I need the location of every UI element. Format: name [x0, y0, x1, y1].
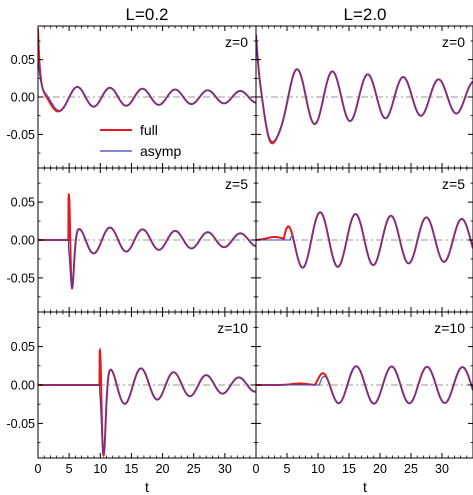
panel-label: z=10 [217, 320, 248, 336]
y-tick-label: -0.05 [7, 417, 36, 431]
panel-grid: -0.050.000.05z=0 z=0-0.050.000.05z=5 z=5-0… [7, 25, 473, 476]
column-title-right: L=2.0 [343, 5, 386, 24]
x-tick-label: 15 [342, 462, 356, 476]
y-tick-label: 0.05 [11, 340, 35, 354]
panel-L0.2-z5: -0.05 0.00 0.05 z=5 [7, 167, 257, 313]
panel-label: z=5 [225, 176, 248, 192]
x-tick-label: 20 [373, 462, 387, 476]
series-asymp-line [38, 367, 256, 454]
series-asymp-line [256, 211, 473, 269]
y-tick-label: 0.00 [11, 234, 35, 248]
legend-label-asymp: asymp [140, 143, 181, 159]
x-axis-label-right: t [363, 479, 367, 495]
x-axis-label-left: t [145, 479, 149, 495]
series-asymp-line [256, 34, 473, 143]
panel-L2.0-z5: z=5 [255, 167, 473, 313]
x-tick-label: 10 [93, 462, 107, 476]
x-tick-label: 20 [156, 462, 170, 476]
panel-label: z=5 [442, 176, 465, 192]
y-tick-label: -0.05 [7, 128, 36, 142]
legend-label-full: full [140, 122, 158, 138]
series-full-line [38, 346, 256, 458]
x-tick-label: 10 [311, 462, 325, 476]
series-asymp-line [38, 226, 256, 288]
y-tick-label: 0.00 [11, 91, 35, 105]
series-asymp-line [256, 365, 473, 405]
x-tick-label: 15 [124, 462, 138, 476]
y-tick-label: 0.05 [11, 53, 35, 67]
panel-label: z=0 [442, 34, 465, 50]
x-tick-label: 30 [218, 462, 232, 476]
series-full-line [256, 34, 473, 145]
panel-label: z=0 [225, 34, 248, 50]
x-tick-label: 25 [187, 462, 201, 476]
x-tick-label: 5 [284, 462, 291, 476]
y-tick-label: 0.05 [11, 196, 35, 210]
panel-label: z=10 [434, 320, 465, 336]
x-tick-label: 5 [66, 462, 73, 476]
x-tick-label: 0 [253, 462, 260, 476]
x-tick-label: 0 [35, 462, 42, 476]
panel-L2.0-z0: z=0 [255, 25, 473, 169]
y-tick-label: -0.05 [7, 271, 36, 285]
x-tick-label: 30 [435, 462, 449, 476]
series-full-line [38, 28, 256, 113]
panel-L0.2-z0: -0.05 0.00 0.05 z=0 [7, 25, 257, 169]
panel-L2.0-z10: 0 5 10 15 20 25 30 z=10 [253, 311, 473, 476]
y-tick-label: 0.00 [11, 379, 35, 393]
series-asymp-line [38, 56, 256, 112]
panel-L0.2-z10: -0.05 0.00 0.05 0 5 10 15 20 25 30 z=10 [7, 311, 257, 476]
legend: full asymp [100, 122, 181, 159]
column-title-left: L=0.2 [125, 5, 168, 24]
x-tick-label: 25 [404, 462, 418, 476]
